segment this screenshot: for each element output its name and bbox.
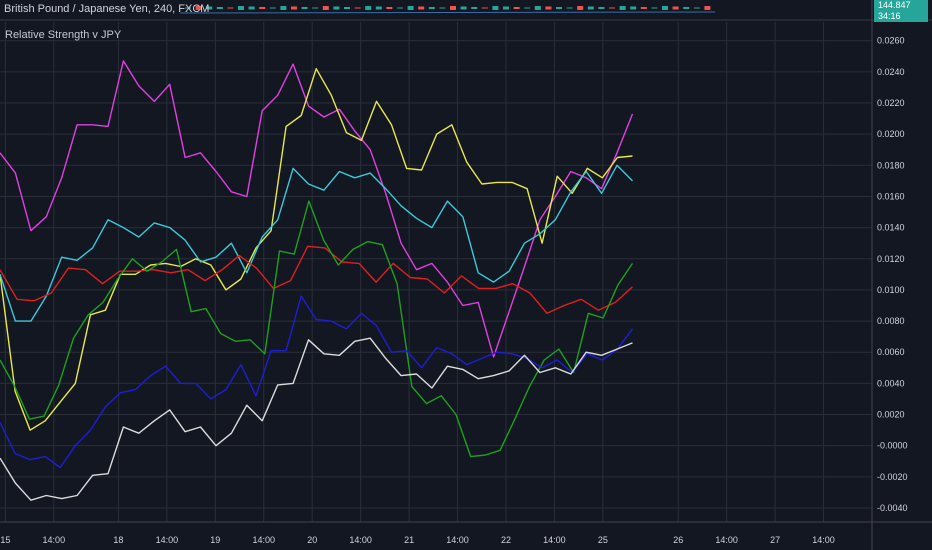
x-tick-label: 19 xyxy=(210,535,220,545)
mini-candle xyxy=(301,7,308,9)
mini-candle xyxy=(206,6,213,10)
x-tick-label: 14:00 xyxy=(43,535,66,545)
mini-candle xyxy=(238,6,244,10)
y-tick-label: 0.0020 xyxy=(877,410,905,420)
mini-candle xyxy=(227,7,234,9)
mini-candle xyxy=(322,6,329,10)
y-tick-label: -0.0020 xyxy=(877,472,908,482)
mini-candle xyxy=(513,7,520,9)
x-tick-label: 25 xyxy=(598,535,608,545)
mini-candle xyxy=(619,6,626,10)
y-tick-label: 0.0180 xyxy=(877,160,905,170)
mini-candle xyxy=(428,7,435,9)
mini-candle xyxy=(651,7,658,9)
mini-candle xyxy=(545,6,552,10)
x-tick-label: 15 xyxy=(0,535,10,545)
mini-candle xyxy=(386,7,393,9)
y-tick-label: 0.0120 xyxy=(877,254,905,264)
mini-candle xyxy=(566,7,573,9)
mini-candle xyxy=(375,6,382,10)
x-tick-label: 14:00 xyxy=(446,535,469,545)
symbol-title: British Pound / Japanese Yen, 240, FXCM xyxy=(4,3,210,15)
y-tick-label: 0.0200 xyxy=(877,129,905,139)
series-line-4 xyxy=(0,200,634,458)
mini-candle xyxy=(439,7,446,9)
y-tick-label: 0.0060 xyxy=(877,347,905,357)
y-tick-label: 0.0140 xyxy=(877,223,905,233)
mini-candle xyxy=(365,6,372,10)
mini-candle xyxy=(556,7,562,9)
mini-ma-line xyxy=(179,11,716,14)
y-tick-label: -0.0000 xyxy=(877,441,908,451)
mini-candle xyxy=(216,7,223,9)
mini-candle xyxy=(609,7,615,9)
x-tick-label: 27 xyxy=(770,535,780,545)
mini-candle xyxy=(662,6,668,10)
x-tick-label: 21 xyxy=(404,535,414,545)
mini-candle xyxy=(534,6,541,10)
mini-candle xyxy=(269,7,276,9)
x-tick-label: 14:00 xyxy=(543,535,566,545)
y-tick-label: 0.0240 xyxy=(877,67,905,77)
series-line-6 xyxy=(0,337,633,501)
y-tick-label: 0.0160 xyxy=(877,191,905,201)
mini-candle xyxy=(195,6,202,10)
mini-candle xyxy=(693,7,700,9)
y-tick-label: 0.0080 xyxy=(877,316,905,326)
mini-candle xyxy=(418,6,425,10)
x-tick-label: 26 xyxy=(673,535,683,545)
mini-candle xyxy=(672,6,679,10)
mini-candle xyxy=(259,7,266,9)
mini-candle xyxy=(460,6,467,10)
mini-candle xyxy=(577,6,584,10)
mini-candle xyxy=(492,6,499,10)
x-tick-label: 14:00 xyxy=(715,535,738,545)
mini-candle xyxy=(248,6,255,10)
mini-candle xyxy=(280,6,287,10)
y-tick-label: 0.0040 xyxy=(877,378,905,388)
y-tick-label: 0.0260 xyxy=(877,36,905,46)
last-price-badge: 144.847 xyxy=(874,0,928,11)
mini-candle xyxy=(524,7,531,9)
y-tick-label: 0.0220 xyxy=(877,98,905,108)
y-tick-label: -0.0040 xyxy=(877,503,908,513)
x-tick-label: 14:00 xyxy=(252,535,275,545)
mini-candle xyxy=(450,6,456,10)
mini-candle xyxy=(598,7,605,9)
mini-candle xyxy=(185,7,191,9)
mini-candle xyxy=(704,6,711,10)
mini-candle xyxy=(640,7,647,9)
mini-candle xyxy=(471,7,478,9)
x-tick-label: 14:00 xyxy=(812,535,835,545)
mini-candle xyxy=(354,7,361,9)
x-tick-label: 20 xyxy=(307,535,317,545)
mini-candle xyxy=(630,6,637,10)
series-line-1 xyxy=(0,67,633,431)
series-line-0 xyxy=(0,60,634,358)
mini-candle xyxy=(291,6,297,10)
series-line-3 xyxy=(0,245,633,314)
mini-candle xyxy=(333,6,340,10)
countdown-badge: 34:16 xyxy=(874,11,928,22)
x-tick-label: 14:00 xyxy=(156,535,179,545)
x-tick-label: 18 xyxy=(113,535,123,545)
mini-candle xyxy=(481,7,488,9)
indicator-title[interactable]: Relative Strength v JPY xyxy=(5,29,122,41)
series-line-2 xyxy=(0,164,633,322)
x-tick-label: 22 xyxy=(501,535,511,545)
mini-candle xyxy=(344,7,350,9)
mini-candle xyxy=(397,7,403,9)
mini-candle xyxy=(683,7,690,9)
y-tick-label: 0.0100 xyxy=(877,285,905,295)
mini-candle xyxy=(587,6,594,10)
x-tick-label: 14:00 xyxy=(349,535,372,545)
mini-candle xyxy=(407,6,414,10)
mini-candle xyxy=(312,7,319,9)
mini-candle xyxy=(503,6,509,10)
